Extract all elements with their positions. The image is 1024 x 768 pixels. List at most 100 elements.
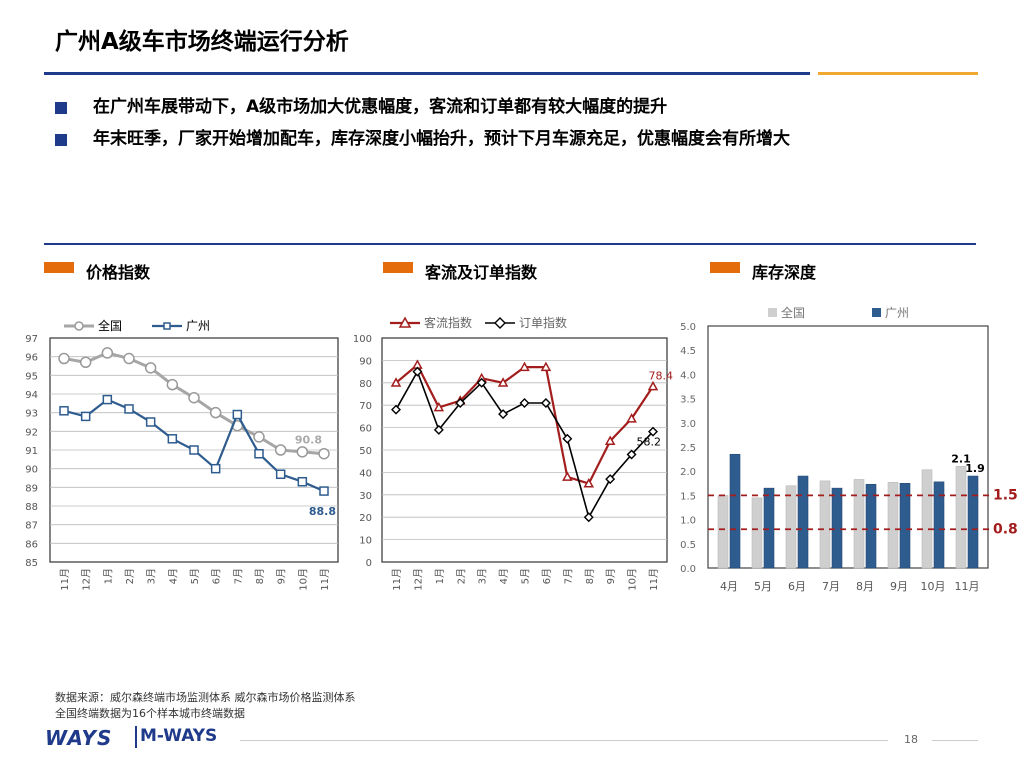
data-point bbox=[167, 434, 178, 444]
data-point bbox=[497, 377, 509, 387]
bullet-square-icon bbox=[55, 102, 67, 114]
legend-marker bbox=[74, 321, 84, 331]
x-tick-label: 6月 bbox=[541, 568, 553, 584]
data-point bbox=[254, 448, 264, 459]
y-tick-label: 95 bbox=[25, 371, 38, 382]
data-point bbox=[189, 445, 199, 455]
data-point bbox=[647, 380, 659, 391]
data-point bbox=[433, 401, 445, 412]
y-tick-label: 97 bbox=[25, 334, 38, 345]
x-tick-label: 6月 bbox=[788, 580, 806, 593]
data-point bbox=[562, 433, 573, 444]
data-point bbox=[583, 512, 594, 523]
logo-divider bbox=[135, 726, 137, 748]
data-point bbox=[604, 435, 616, 445]
y-tick-label: 1.5 bbox=[680, 491, 696, 502]
y-tick-label: 40 bbox=[359, 468, 372, 479]
y-tick-label: 100 bbox=[353, 334, 372, 345]
x-tick-label: 11月 bbox=[955, 580, 980, 593]
y-tick-label: 30 bbox=[359, 491, 372, 502]
x-tick-label: 7月 bbox=[562, 568, 574, 584]
data-point bbox=[562, 471, 573, 481]
y-tick-label: 86 bbox=[25, 539, 38, 550]
y-tick-label: 94 bbox=[25, 390, 38, 401]
bar bbox=[853, 479, 865, 569]
x-tick-label: 6月 bbox=[211, 568, 223, 584]
data-label: 88.8 bbox=[309, 505, 336, 518]
price-index-chart: 85 86 87 88 89 90 91 92 93 94 95 96 97 11月 12月 1月 2月 3月 4月… bbox=[25, 318, 339, 591]
y-tick-label: 70 bbox=[359, 401, 372, 412]
data-point bbox=[626, 449, 637, 460]
x-tick-label: 5月 bbox=[189, 568, 201, 584]
x-tick-label: 12月 bbox=[81, 568, 93, 591]
data-point bbox=[583, 478, 595, 488]
data-point bbox=[209, 406, 222, 419]
x-tick-label: 7月 bbox=[232, 568, 244, 584]
y-tick-label: 85 bbox=[25, 558, 38, 569]
data-point bbox=[274, 444, 287, 456]
x-tick-label: 11月 bbox=[319, 568, 331, 591]
data-point bbox=[318, 447, 330, 460]
data-label: 78.4 bbox=[649, 369, 674, 382]
bar bbox=[899, 483, 911, 569]
data-point bbox=[540, 361, 552, 372]
bar bbox=[887, 482, 899, 569]
data-point bbox=[210, 463, 221, 474]
x-tick-label: 4月 bbox=[167, 568, 179, 584]
data-point bbox=[145, 417, 156, 427]
data-point bbox=[80, 411, 91, 422]
bar bbox=[967, 475, 979, 569]
panel-marker-icon bbox=[710, 262, 740, 273]
data-label: 1.9 bbox=[965, 462, 985, 475]
y-tick-label: 2.5 bbox=[680, 443, 696, 454]
bar bbox=[797, 475, 809, 569]
bar bbox=[831, 487, 843, 569]
y-tick-label: 10 bbox=[359, 536, 372, 547]
data-point bbox=[123, 352, 135, 365]
data-point bbox=[540, 397, 551, 408]
page-number: 18 bbox=[904, 733, 918, 746]
x-tick-label: 9月 bbox=[890, 580, 908, 593]
bar bbox=[751, 497, 763, 569]
bar bbox=[865, 483, 877, 569]
data-point bbox=[391, 404, 401, 415]
section-rule bbox=[44, 243, 976, 245]
title-rule bbox=[44, 72, 810, 75]
x-tick-label: 2月 bbox=[455, 568, 467, 584]
y-tick-label: 5.0 bbox=[680, 322, 696, 333]
legend-marker bbox=[494, 317, 506, 329]
x-tick-label: 11月 bbox=[648, 568, 660, 591]
legend-label: 全国 bbox=[98, 318, 122, 333]
y-tick-label: 87 bbox=[25, 521, 38, 532]
x-tick-label: 3月 bbox=[146, 568, 158, 584]
title-rule-accent bbox=[818, 72, 978, 75]
data-point bbox=[101, 347, 114, 359]
x-tick-label: 5月 bbox=[520, 568, 532, 584]
y-tick-label: 89 bbox=[25, 483, 38, 494]
data-point bbox=[297, 476, 308, 487]
traffic-order-chart: 0 10 20 30 40 50 60 70 80 90 100 11月 12月 1月 2月 3月 4月 5月 6月… bbox=[353, 315, 674, 591]
data-point bbox=[144, 362, 157, 374]
y-tick-label: 2.0 bbox=[680, 467, 696, 478]
data-point bbox=[626, 413, 637, 423]
panel-marker-icon bbox=[44, 262, 74, 273]
data-point bbox=[390, 377, 402, 387]
ways-logo: WAYS bbox=[45, 726, 113, 750]
bullet-text: 在广州车展带动下，A级市场加大优惠幅度，客流和订单都有较大幅度的提升 bbox=[93, 97, 668, 117]
data-point bbox=[519, 361, 530, 372]
data-point bbox=[605, 474, 616, 485]
data-label: 2.1 bbox=[951, 452, 971, 465]
y-tick-label: 0 bbox=[366, 558, 372, 569]
y-tick-label: 1.0 bbox=[680, 516, 696, 527]
data-point bbox=[296, 446, 309, 458]
x-tick-label: 8月 bbox=[254, 568, 266, 584]
data-point bbox=[58, 352, 70, 365]
bar bbox=[763, 487, 775, 569]
bullet-text: 年末旺季，厂家开始增加配车，库存深度小幅抬升，预计下月车源充足，优惠幅度会有所增… bbox=[93, 129, 790, 149]
x-tick-label: 8月 bbox=[584, 568, 596, 584]
reference-line-label: 0.8 bbox=[993, 521, 1018, 537]
x-tick-label: 5月 bbox=[754, 580, 772, 593]
y-tick-label: 96 bbox=[25, 353, 38, 364]
x-tick-label: 12月 bbox=[412, 568, 424, 591]
y-tick-label: 80 bbox=[359, 379, 372, 390]
